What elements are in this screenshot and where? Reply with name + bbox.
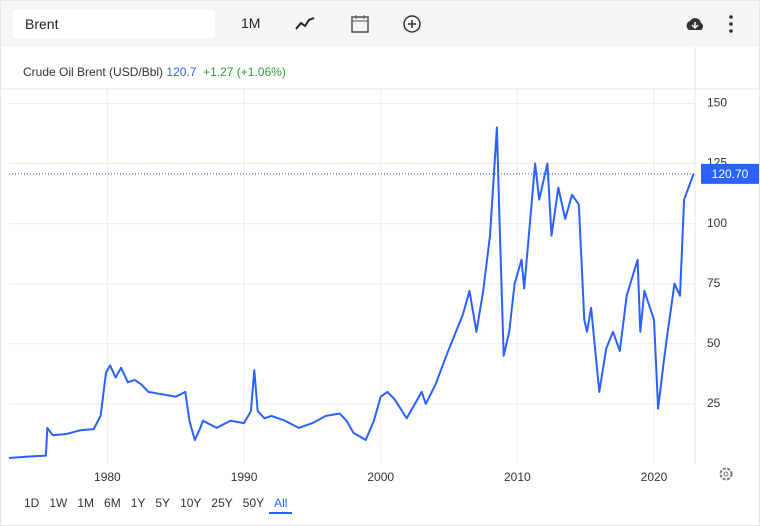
range-button[interactable]: 1M <box>77 496 95 510</box>
chart-type-icon[interactable] <box>294 13 316 35</box>
y-tick-label: 25 <box>707 396 721 410</box>
y-tick-label: 150 <box>707 96 727 110</box>
legend-change: +1.27 (+1.06%) <box>203 65 286 79</box>
range-button[interactable]: 1D <box>24 496 40 510</box>
range-button[interactable]: 1Y <box>130 496 146 510</box>
range-button[interactable]: 10Y <box>180 496 202 510</box>
add-icon[interactable] <box>401 13 423 35</box>
y-tick-label: 75 <box>707 276 721 290</box>
range-button[interactable]: 50Y <box>242 496 265 510</box>
legend-last: 120.7 <box>166 65 197 79</box>
y-tick-label: 50 <box>707 336 721 350</box>
menu-icon[interactable] <box>723 13 739 35</box>
x-tick-label: 1980 <box>94 470 121 484</box>
toolbar: Brent 1M <box>1 1 759 47</box>
search-box[interactable]: Brent <box>13 10 215 38</box>
range-button[interactable]: 6M <box>104 496 121 510</box>
y-tick-label: 100 <box>707 216 727 230</box>
range-button[interactable]: 25Y <box>211 496 233 510</box>
download-icon[interactable] <box>683 13 707 35</box>
x-tick-label: 1990 <box>231 470 258 484</box>
range-button[interactable]: 1W <box>49 496 68 510</box>
range-button[interactable]: 5Y <box>155 496 171 510</box>
settings-icon[interactable] <box>717 465 735 483</box>
price-tag-label: 120.70 <box>712 167 749 181</box>
range-bar: 1D 1W 1M 6M 1Y 5Y 10Y 25Y 50Y All <box>19 494 293 514</box>
x-tick-label: 2010 <box>504 470 531 484</box>
legend-name: Crude Oil Brent (USD/Bbl) <box>23 65 164 79</box>
price-line-series <box>8 126 695 459</box>
legend: Crude Oil Brent (USD/Bbl) 120.7 +1.27 (+… <box>23 65 286 79</box>
range-button[interactable]: All <box>269 494 293 514</box>
price-tag <box>701 163 759 184</box>
interval-button[interactable]: 1M <box>241 15 261 31</box>
x-tick-label: 2000 <box>367 470 394 484</box>
calendar-icon[interactable] <box>349 13 371 35</box>
x-tick-label: 2020 <box>641 470 668 484</box>
